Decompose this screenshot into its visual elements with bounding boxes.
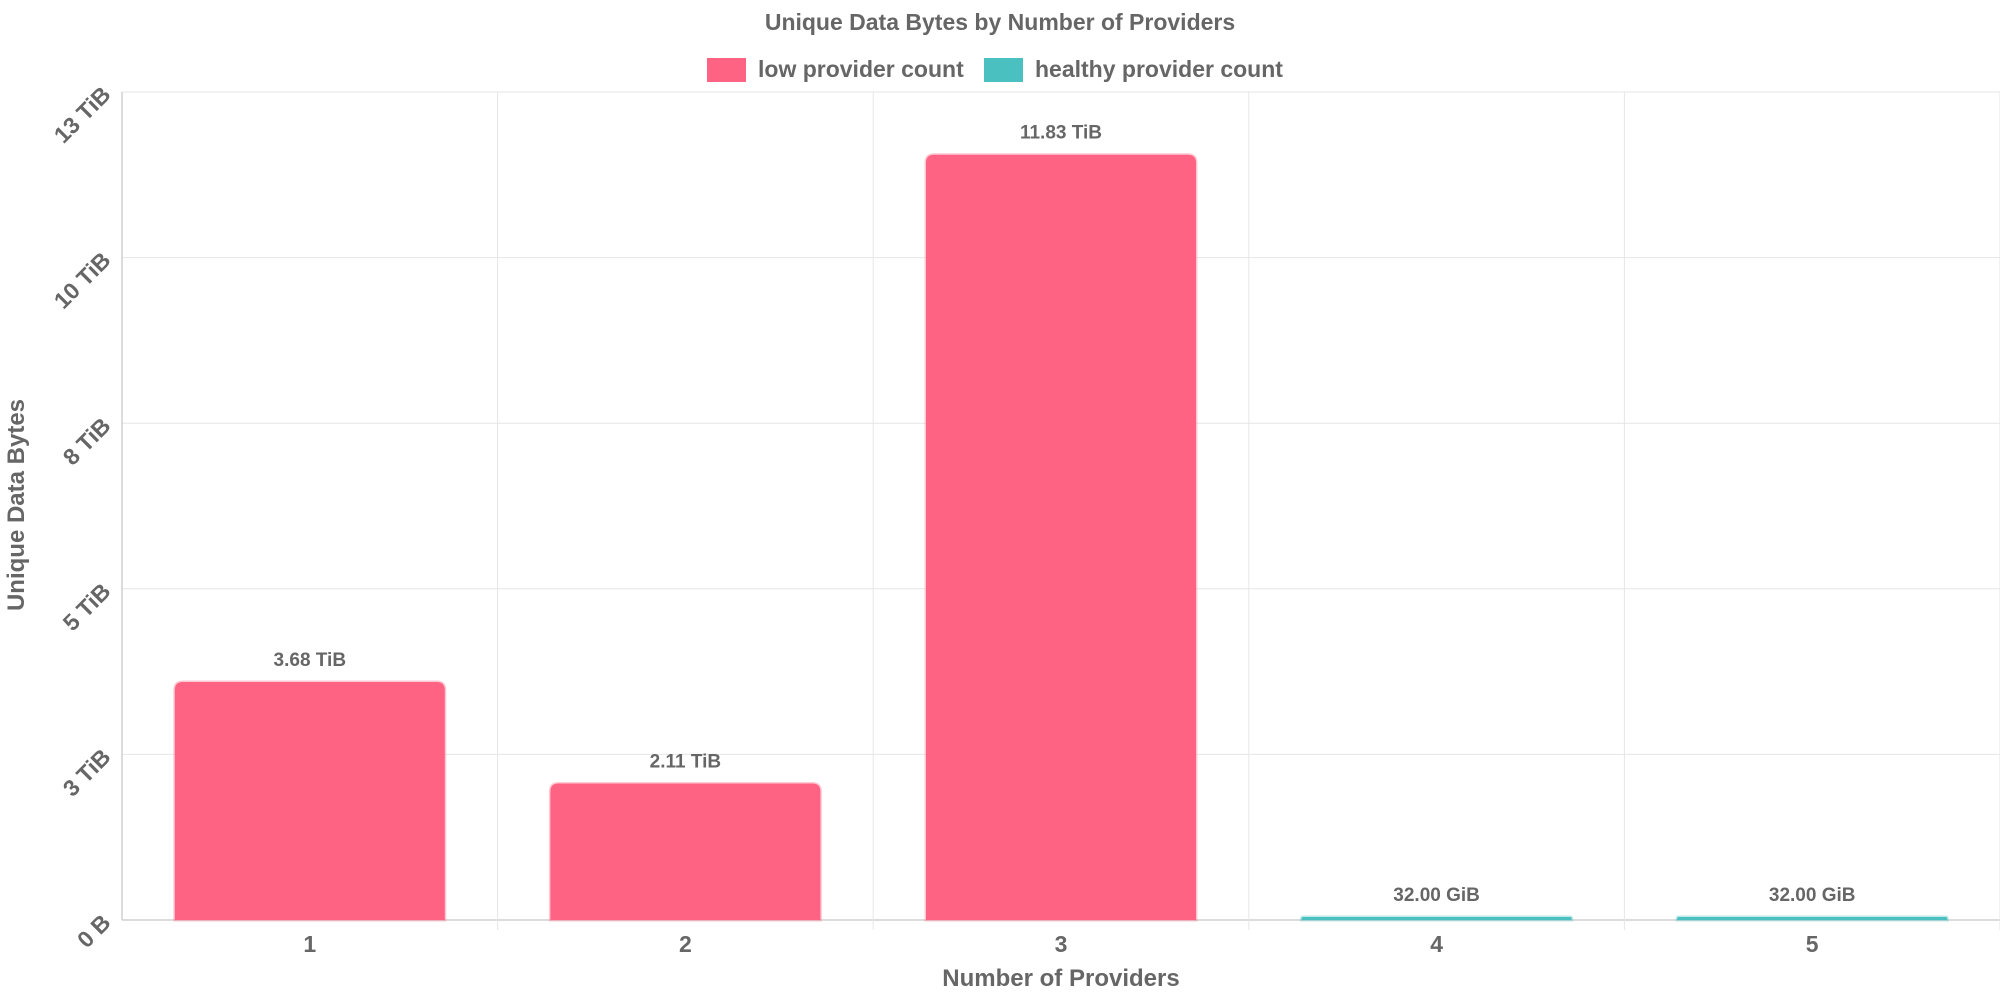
x-tick-label: 3 <box>1055 931 1068 957</box>
legend-label-2[interactable]: healthy provider count <box>1035 56 1283 82</box>
y-tick-label: 10 TiB <box>49 247 116 314</box>
y-tick-label: 5 TiB <box>58 578 116 636</box>
bar-4[interactable] <box>1300 915 1574 922</box>
bar-5[interactable] <box>1675 915 1949 922</box>
x-tick-label: 2 <box>679 931 692 957</box>
y-tick-label: 0 B <box>72 909 116 953</box>
x-tick-label: 1 <box>303 931 316 957</box>
y-tick-label: 13 TiB <box>49 81 116 148</box>
data-label-5: 32.00 GiB <box>1769 885 1856 906</box>
x-axis-title: Number of Providers <box>942 965 1179 992</box>
y-tick-label: 8 TiB <box>58 412 116 470</box>
bar-1[interactable] <box>173 680 447 922</box>
data-label-2: 2.11 TiB <box>650 752 721 773</box>
x-tick-label: 5 <box>1806 931 1819 957</box>
y-axis-ticks: 0 B 3 TiB 5 TiB 8 TiB 10 TiB 13 TiB <box>49 81 116 953</box>
legend-label-1[interactable]: low provider count <box>758 56 964 82</box>
data-label-1: 3.68 TiB <box>274 650 347 671</box>
legend-swatch-1[interactable] <box>707 58 746 82</box>
y-tick-label: 3 TiB <box>58 744 116 802</box>
legend: low provider count healthy provider count <box>707 56 1283 82</box>
chart-title: Unique Data Bytes by Number of Providers <box>765 9 1235 35</box>
data-labels: 3.68 TiB 2.11 TiB 11.83 TiB 32.00 GiB 32.00 … <box>274 123 1856 906</box>
data-label-3: 11.83 TiB <box>1020 123 1102 144</box>
bar-3[interactable] <box>924 153 1198 922</box>
x-axis-ticks: 1 2 3 4 5 <box>303 931 1818 957</box>
y-axis-title: Unique Data Bytes <box>3 399 30 611</box>
bar-2[interactable] <box>548 782 822 922</box>
data-label-4: 32.00 GiB <box>1393 885 1480 906</box>
bars <box>173 153 1949 922</box>
x-tick-label: 4 <box>1430 931 1443 957</box>
legend-swatch-2[interactable] <box>984 58 1023 82</box>
